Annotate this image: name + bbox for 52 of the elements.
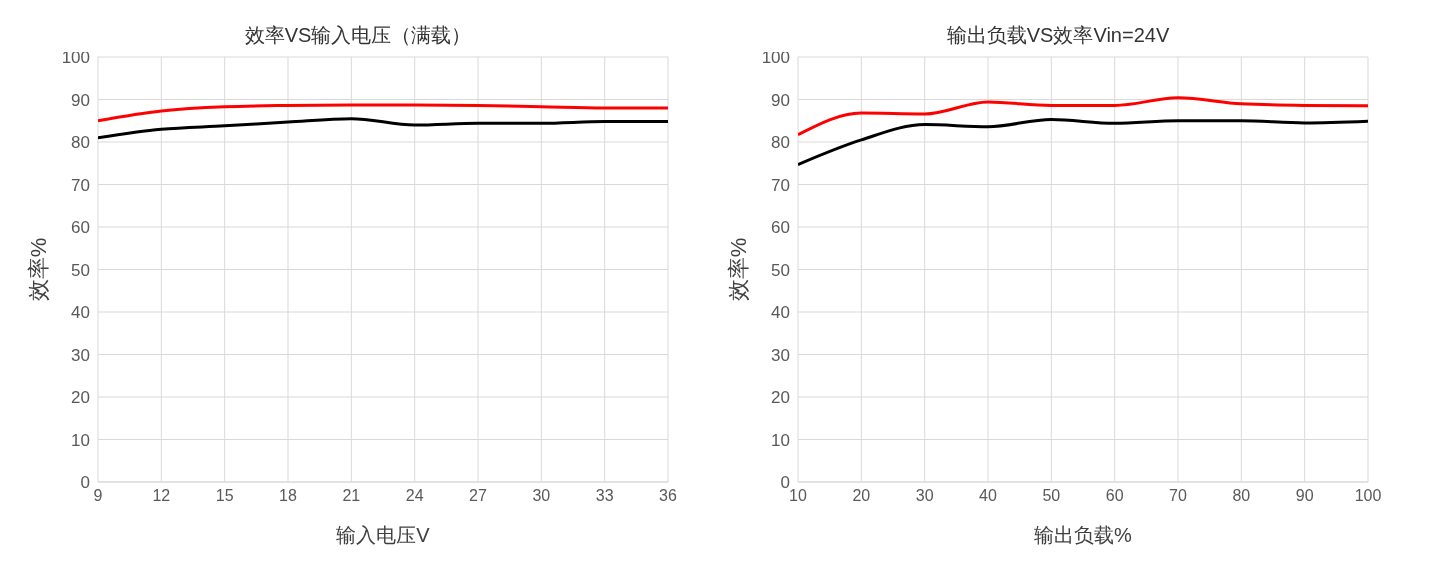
x-tick-label: 20 [852, 487, 871, 505]
x-tick-label: 60 [1105, 487, 1124, 505]
y-tick-label: 100 [761, 48, 790, 68]
y-tick-label: 30 [71, 345, 90, 365]
y-tick-label: 50 [71, 260, 90, 280]
x-tick-label: 36 [659, 487, 677, 505]
line-series [798, 96, 1368, 137]
y-axis-title: 效率% [25, 237, 51, 302]
y-tick-label: 90 [71, 90, 90, 110]
x-tick-label: 24 [405, 487, 424, 505]
x-tick-label: 30 [915, 487, 934, 505]
y-tick-label: 0 [780, 473, 790, 493]
x-tick-label: 70 [1169, 487, 1187, 505]
y-tick-label: 0 [80, 473, 90, 493]
x-tick-label: 27 [469, 487, 487, 505]
y-tick-label: 10 [771, 430, 790, 450]
x-tick-label: 30 [532, 487, 551, 505]
line-series [98, 103, 668, 123]
x-tick-label: 15 [215, 487, 234, 505]
x-tick-label: 21 [342, 487, 361, 505]
y-tick-label: 90 [771, 90, 790, 110]
x-tick-label: 10 [789, 487, 807, 505]
x-tick-label: 18 [279, 487, 297, 505]
y-tick-label: 70 [71, 175, 90, 195]
x-axis-title: 输入电压V [336, 524, 431, 546]
y-tick-label: 40 [71, 303, 90, 323]
x-tick-label: 90 [1295, 487, 1314, 505]
y-tick-label: 30 [771, 345, 790, 365]
y-tick-label: 80 [771, 133, 790, 153]
y-tick-label: 20 [71, 388, 90, 408]
line-series [798, 117, 1368, 167]
x-tick-label: 33 [595, 487, 614, 505]
x-tick-label: 80 [1232, 487, 1251, 505]
chart-title: 输出负载VS效率Vin=24V [946, 24, 1170, 46]
x-tick-label: 50 [1042, 487, 1061, 505]
y-tick-label: 60 [71, 218, 90, 238]
x-tick-label: 40 [979, 487, 997, 505]
x-tick-label: 12 [152, 487, 171, 505]
y-tick-label: 100 [61, 48, 90, 68]
chart-title: 效率VS输入电压（满载） [244, 24, 472, 46]
y-tick-label: 70 [771, 175, 790, 195]
x-tick-label: 9 [93, 487, 103, 505]
y-tick-label: 60 [771, 218, 790, 238]
y-tick-label: 50 [771, 260, 790, 280]
y-axis-title: 效率% [725, 237, 751, 302]
x-axis-title: 输出负载% [1034, 524, 1133, 546]
y-tick-label: 40 [771, 303, 790, 323]
y-tick-label: 20 [771, 388, 790, 408]
y-tick-label: 10 [71, 430, 90, 450]
x-tick-label: 100 [1354, 487, 1382, 505]
line-series [98, 117, 668, 140]
y-tick-label: 80 [71, 133, 90, 153]
